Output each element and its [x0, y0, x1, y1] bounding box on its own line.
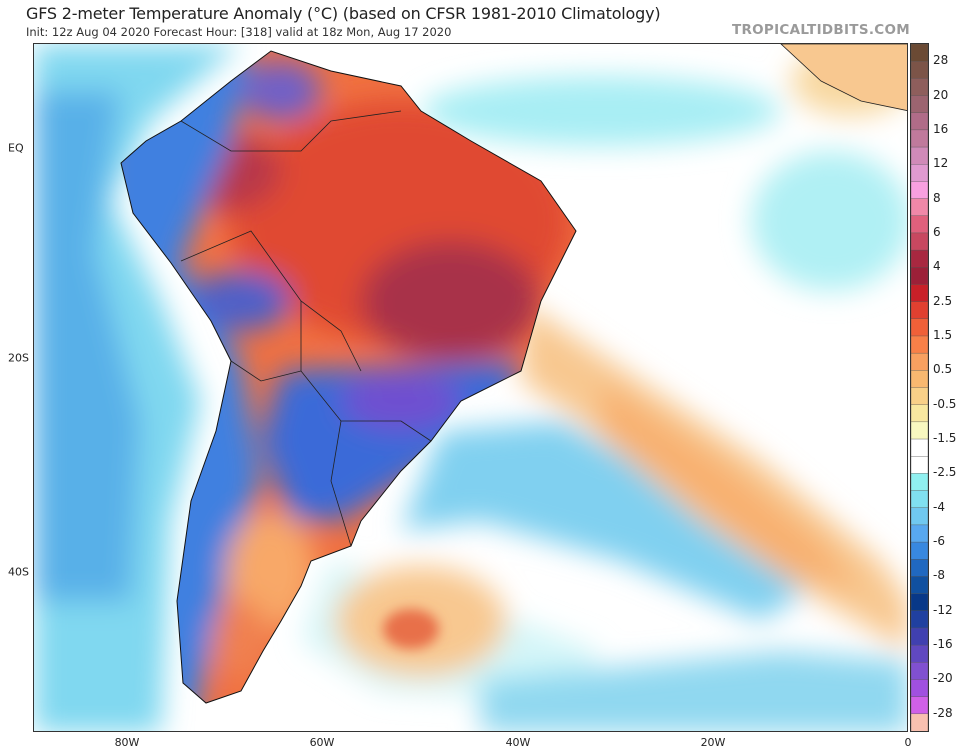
colorbar-swatch	[911, 198, 928, 217]
colorbar-label: 28	[933, 53, 949, 68]
temperature-anomaly-map	[33, 43, 908, 732]
map-subtitle: Init: 12z Aug 04 2020 Forecast Hour: [31…	[26, 25, 452, 39]
colorbar-label: 12	[933, 156, 949, 171]
colorbar-swatch	[911, 318, 928, 337]
colorbar-swatch	[911, 524, 928, 543]
lat-label-20s: 20S	[8, 351, 29, 365]
colorbar-swatch	[911, 164, 928, 183]
colorbar-label: 6	[933, 224, 941, 239]
colorbar-label: -6	[933, 534, 945, 549]
colorbar-swatch	[911, 267, 928, 286]
colorbar-label: 16	[933, 121, 949, 136]
lon-label-20w: 20W	[700, 736, 726, 749]
colorbar-swatch	[911, 215, 928, 234]
colorbar-swatch	[911, 78, 928, 97]
colorbar-swatch	[911, 421, 928, 440]
colorbar-swatch	[911, 370, 928, 389]
colorbar-swatch	[911, 627, 928, 646]
colorbar-label: -12	[933, 602, 953, 617]
colorbar-swatch	[911, 456, 928, 475]
colorbar-swatch	[911, 696, 928, 715]
colorbar-swatch	[911, 559, 928, 578]
colorbar-swatch	[911, 473, 928, 492]
colorbar-swatch	[911, 404, 928, 423]
colorbar-swatch	[911, 146, 928, 165]
colorbar-swatch	[911, 490, 928, 509]
colorbar-label: -0.5	[933, 396, 957, 411]
colorbar-swatch	[911, 576, 928, 595]
colorbar-swatches	[911, 44, 928, 731]
colorbar-swatch	[911, 95, 928, 114]
colorbar-label: 0.5	[933, 362, 953, 377]
colorbar-swatch	[911, 662, 928, 681]
colorbar-swatch	[911, 644, 928, 663]
colorbar-swatch	[911, 232, 928, 251]
country-borders	[180, 110, 432, 547]
colorbar-swatch	[911, 60, 928, 80]
colorbar-label: -20	[933, 671, 953, 686]
colorbar-label: -4	[933, 499, 945, 514]
colorbar-swatch	[911, 301, 928, 320]
colorbar-label: -16	[933, 637, 953, 652]
colorbar-swatch	[911, 249, 928, 268]
colorbar-label: 8	[933, 190, 941, 205]
lon-label-0: 0	[904, 736, 912, 749]
colorbar-swatch	[911, 541, 928, 560]
colorbar-swatch	[911, 352, 928, 372]
map-title: GFS 2-meter Temperature Anomaly (°C) (ba…	[26, 4, 661, 23]
colorbar-label: -2.5	[933, 465, 957, 480]
lon-label-60w: 60W	[309, 736, 335, 749]
colorbar-swatch	[911, 438, 928, 457]
colorbar-swatch	[911, 593, 928, 612]
africa-coast	[780, 44, 907, 111]
colorbar-swatch	[911, 44, 928, 62]
colorbar-label: -1.5	[933, 431, 957, 446]
map-canvas	[34, 44, 907, 731]
colorbar-label: -8	[933, 568, 945, 583]
colorbar-swatch	[911, 112, 928, 131]
watermark: TROPICALTIDBITS.COM	[731, 22, 910, 38]
lat-label-eq: EQ	[8, 141, 24, 155]
colorbar-swatch	[911, 335, 928, 354]
lon-label-40w: 40W	[505, 736, 531, 749]
colorbar-label: -28	[933, 705, 953, 720]
colorbar-label: 2.5	[933, 293, 953, 308]
colorbar-swatch	[911, 284, 928, 303]
colorbar-label: 20	[933, 87, 949, 102]
colorbar-swatch	[911, 507, 928, 526]
colorbar	[910, 43, 929, 732]
lon-label-80w: 80W	[114, 736, 140, 749]
lat-label-40s: 40S	[8, 565, 29, 579]
colorbar-swatch	[911, 387, 928, 406]
colorbar-label: 4	[933, 259, 941, 274]
colorbar-swatch	[911, 679, 928, 698]
colorbar-swatch	[911, 129, 928, 148]
colorbar-label: 1.5	[933, 327, 953, 342]
colorbar-swatch	[911, 713, 928, 731]
colorbar-swatch	[911, 181, 928, 200]
colorbar-swatch	[911, 610, 928, 629]
